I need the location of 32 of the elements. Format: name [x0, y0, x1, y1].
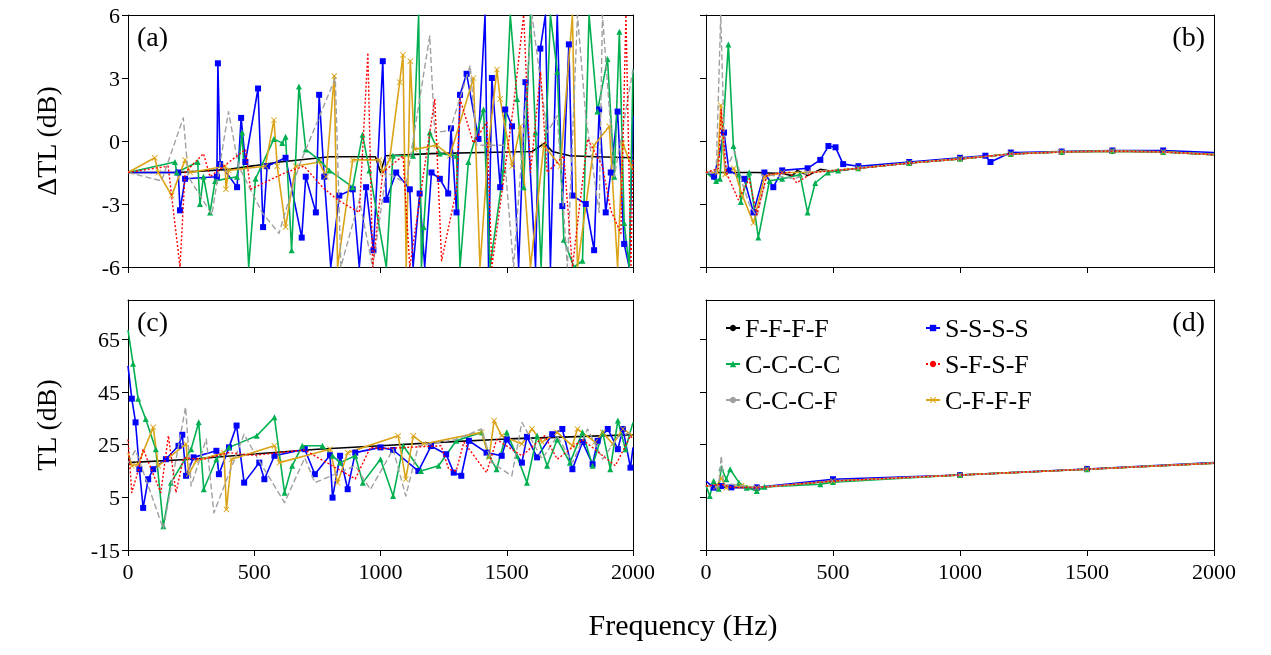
y-tick-label: -15 [90, 537, 120, 563]
legend-label: C-C-C-C [745, 349, 841, 379]
legend-label: S-S-S-S [945, 313, 1029, 343]
chart-title: (b) [1172, 20, 1206, 52]
legend-label: F-F-F-F [745, 313, 829, 343]
y-axis-title: TL (dB) [30, 379, 62, 471]
y-tick-label: -6 [101, 254, 120, 280]
y-tick-label: 45 [98, 379, 120, 405]
chart-title: (c) [137, 305, 169, 337]
chart-title: (a) [137, 20, 169, 52]
legend-label: C-C-C-F [745, 385, 838, 415]
y-tick-label: 65 [98, 326, 120, 352]
x-tick-label: 1000 [938, 558, 982, 584]
x-tick-label: 2000 [1192, 558, 1236, 584]
legend-label: C-F-F-F [945, 385, 1032, 415]
x-tick-label: 0 [700, 558, 712, 584]
x-tick-label: 2000 [611, 558, 655, 584]
y-tick-label: 0 [109, 128, 120, 154]
y-tick-label: 25 [98, 432, 120, 458]
x-tick-label: 1000 [358, 558, 403, 584]
x-tick-label: 1500 [484, 558, 529, 584]
legend-label: S-F-S-F [945, 349, 1029, 379]
x-tick-label: 500 [237, 558, 271, 584]
x-tick-label: 500 [816, 558, 850, 584]
y-tick-label: 6 [109, 2, 120, 28]
y-axis-title: ΔTL (dB) [30, 86, 62, 196]
x-axis-title: Frequency (Hz) [588, 608, 778, 642]
chart-title: (d) [1172, 305, 1206, 337]
x-tick-label: 1500 [1065, 558, 1109, 584]
y-tick-label: -3 [101, 191, 120, 217]
y-tick-label: 5 [109, 484, 120, 510]
y-tick-label: 3 [109, 65, 120, 91]
